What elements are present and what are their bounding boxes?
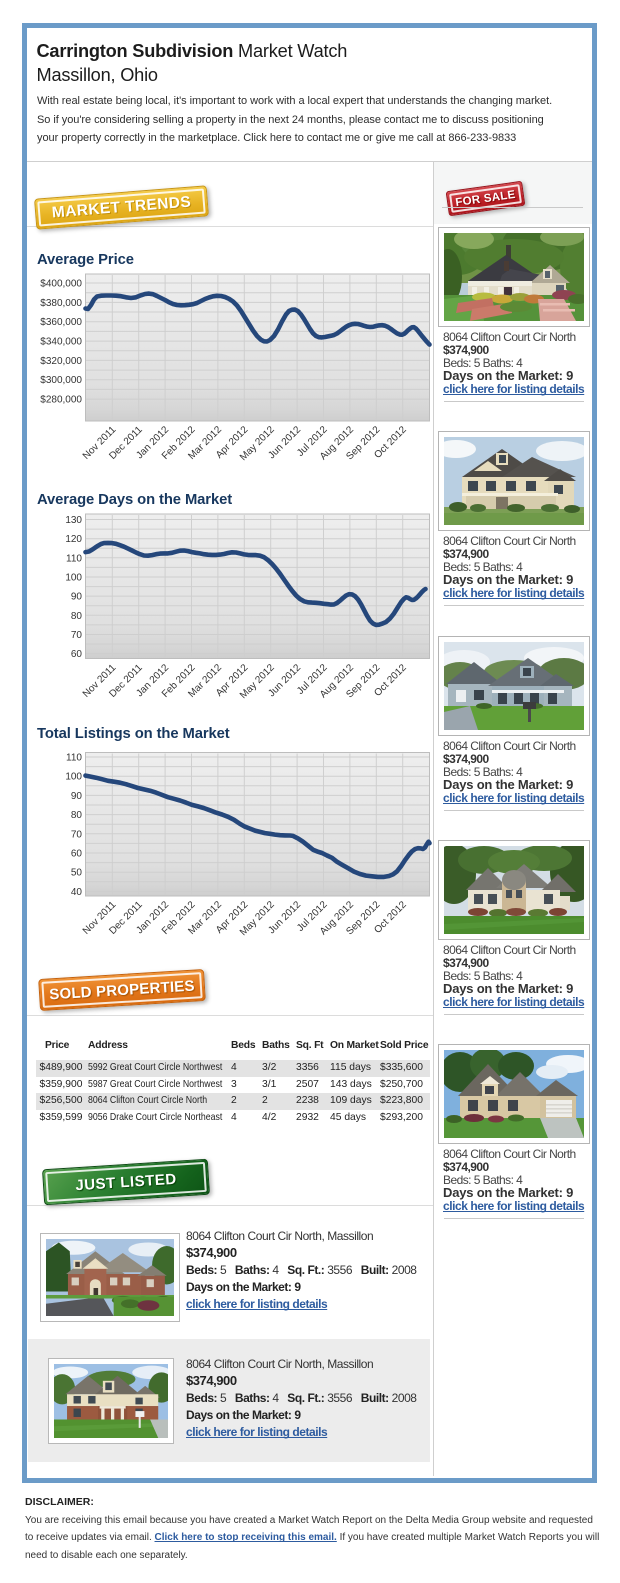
svg-text:60: 60 <box>71 849 83 860</box>
svg-text:$380,000: $380,000 <box>40 298 82 309</box>
svg-text:100: 100 <box>65 573 82 584</box>
svg-text:100: 100 <box>65 772 82 783</box>
svg-text:40: 40 <box>71 887 83 898</box>
svg-text:$360,000: $360,000 <box>40 317 82 328</box>
svg-text:$280,000: $280,000 <box>40 395 82 406</box>
svg-text:110: 110 <box>66 553 82 564</box>
svg-text:110: 110 <box>66 753 82 764</box>
svg-text:120: 120 <box>65 534 82 545</box>
svg-text:80: 80 <box>71 810 83 821</box>
svg-text:$340,000: $340,000 <box>40 337 82 348</box>
svg-text:80: 80 <box>71 611 83 622</box>
svg-text:$300,000: $300,000 <box>40 375 82 386</box>
svg-text:$400,000: $400,000 <box>40 279 82 290</box>
svg-text:70: 70 <box>71 829 83 840</box>
svg-text:60: 60 <box>71 649 83 660</box>
svg-text:130: 130 <box>65 515 82 526</box>
svg-text:70: 70 <box>71 630 83 641</box>
svg-text:$320,000: $320,000 <box>40 356 82 367</box>
svg-text:50: 50 <box>71 868 83 879</box>
svg-text:90: 90 <box>71 592 83 603</box>
svg-text:90: 90 <box>71 791 83 802</box>
